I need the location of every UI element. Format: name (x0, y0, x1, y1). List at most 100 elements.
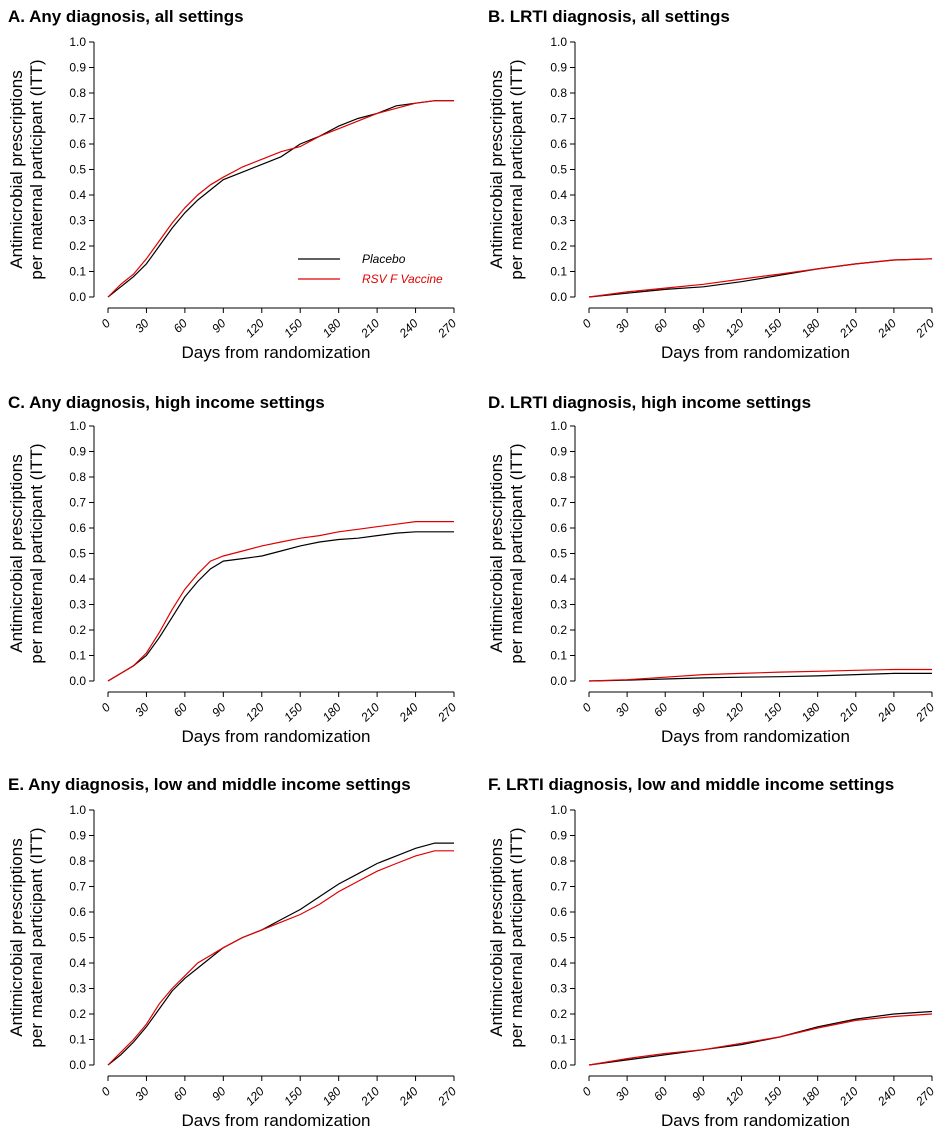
series-line-placebo (107, 842, 454, 1066)
x-tick-label: 150 (761, 316, 785, 340)
x-tick-label: 90 (209, 316, 229, 336)
y-tick-label: 0.5 (69, 163, 86, 177)
y-tick-label: 0.2 (69, 623, 86, 637)
y-tick-label: 0.4 (69, 572, 86, 586)
y-tick-label: 0.3 (550, 214, 567, 228)
y-axis-label: Antimicrobial prescriptions (487, 454, 506, 652)
x-tick-label: 210 (836, 700, 861, 725)
y-tick-label: 0.8 (69, 854, 86, 868)
panel-title: D. LRTI diagnosis, high income settings (488, 393, 811, 412)
y-tick-label: 0.8 (69, 470, 86, 484)
x-tick-label: 90 (209, 1084, 229, 1104)
y-tick-label: 0.9 (550, 829, 567, 843)
y-tick-label: 0.6 (69, 137, 86, 151)
series-line-placebo (588, 258, 933, 298)
y-axis-label: Antimicrobial prescriptions (7, 70, 26, 268)
x-tick-label: 180 (799, 700, 823, 724)
x-tick-label: 210 (836, 316, 861, 341)
y-tick-label: 0.9 (69, 829, 86, 843)
y-tick-label: 0.9 (550, 61, 567, 75)
y-tick-label: 0.1 (69, 265, 86, 279)
x-tick-label: 120 (243, 700, 267, 724)
x-tick-label: 210 (836, 1084, 861, 1109)
y-tick-label: 0.0 (69, 290, 86, 304)
x-tick-label: 180 (320, 316, 344, 340)
y-tick-label: 0.6 (69, 905, 86, 919)
x-tick-label: 150 (281, 700, 305, 724)
y-tick-label: 0.5 (69, 547, 86, 561)
series-line-placebo (107, 531, 454, 682)
x-tick-label: 240 (396, 316, 421, 341)
y-tick-label: 0.7 (69, 880, 86, 894)
x-tick-label: 0 (98, 316, 113, 331)
x-tick-label: 150 (761, 700, 785, 724)
y-tick-label: 0.7 (69, 496, 86, 510)
x-tick-label: 120 (243, 1084, 267, 1108)
x-tick-label: 30 (613, 700, 633, 720)
series-line-rsv-f-vaccine (107, 850, 454, 1066)
x-tick-label: 120 (723, 316, 747, 340)
y-tick-label: 0.4 (550, 572, 567, 586)
y-tick-label: 0.5 (69, 931, 86, 945)
y-axis-label: per maternal participant (ITT) (507, 59, 526, 279)
x-tick-label: 0 (579, 700, 594, 715)
series-line-rsv-f-vaccine (588, 258, 933, 298)
y-axis-label: per maternal participant (ITT) (507, 443, 526, 663)
panel-title: A. Any diagnosis, all settings (8, 7, 244, 26)
y-tick-label: 0.3 (69, 982, 86, 996)
chart-panel-f: F. LRTI diagnosis, low and middle income… (487, 775, 937, 1130)
y-tick-label: 0.2 (550, 1007, 567, 1021)
y-tick-label: 0.9 (69, 61, 86, 75)
y-tick-label: 0.1 (550, 1033, 567, 1047)
y-tick-label: 0.7 (550, 112, 567, 126)
y-axis-label: Antimicrobial prescriptions (487, 838, 506, 1036)
series-line-rsv-f-vaccine (588, 1013, 933, 1066)
y-tick-label: 0.6 (550, 137, 567, 151)
chart-panel-c: C. Any diagnosis, high income settings 0.… (7, 393, 459, 746)
x-tick-label: 150 (281, 316, 305, 340)
y-tick-label: 1.0 (69, 419, 86, 433)
y-tick-label: 0.0 (550, 674, 567, 688)
x-tick-label: 210 (357, 316, 382, 341)
x-tick-label: 60 (651, 316, 671, 336)
x-axis-label: Days from randomization (661, 727, 850, 746)
x-tick-label: 0 (98, 1084, 113, 1099)
y-tick-label: 0.3 (69, 598, 86, 612)
y-tick-label: 0.0 (69, 674, 86, 688)
x-tick-label: 90 (209, 700, 229, 720)
y-tick-label: 1.0 (69, 35, 86, 49)
y-axis-label: Antimicrobial prescriptions (7, 454, 26, 652)
x-tick-label: 30 (132, 700, 152, 720)
series-line-placebo (588, 672, 932, 682)
y-axis-label: per maternal participant (ITT) (27, 827, 46, 1047)
y-tick-label: 0.8 (550, 86, 567, 100)
legend-label: Placebo (362, 252, 406, 266)
y-tick-label: 1.0 (550, 803, 567, 817)
x-tick-label: 60 (171, 316, 191, 336)
panel-title: C. Any diagnosis, high income settings (8, 393, 325, 412)
x-tick-label: 120 (723, 700, 747, 724)
x-tick-label: 180 (320, 1084, 344, 1108)
y-tick-label: 0.4 (69, 956, 86, 970)
y-tick-label: 0.6 (550, 521, 567, 535)
y-tick-label: 0.4 (550, 188, 567, 202)
y-tick-label: 0.8 (550, 854, 567, 868)
y-tick-label: 0.3 (69, 214, 86, 228)
chart-panel-d: D. LRTI diagnosis, high income settings 0… (487, 393, 937, 746)
y-tick-label: 0.0 (550, 1058, 567, 1072)
x-axis-label: Days from randomization (661, 1111, 850, 1126)
x-tick-label: 180 (799, 316, 823, 340)
y-tick-label: 0.1 (550, 265, 567, 279)
series-line-placebo (107, 100, 454, 298)
x-tick-label: 0 (579, 316, 594, 331)
x-tick-label: 240 (874, 1084, 899, 1109)
y-tick-label: 0.6 (550, 905, 567, 919)
x-tick-label: 270 (434, 1084, 459, 1109)
x-tick-label: 180 (320, 700, 344, 724)
y-axis-label: Antimicrobial prescriptions (7, 838, 26, 1036)
x-tick-label: 150 (281, 1084, 305, 1108)
x-axis-label: Days from randomization (182, 1111, 371, 1126)
y-tick-label: 0.7 (550, 880, 567, 894)
legend: Placebo RSV F Vaccine (298, 252, 443, 286)
